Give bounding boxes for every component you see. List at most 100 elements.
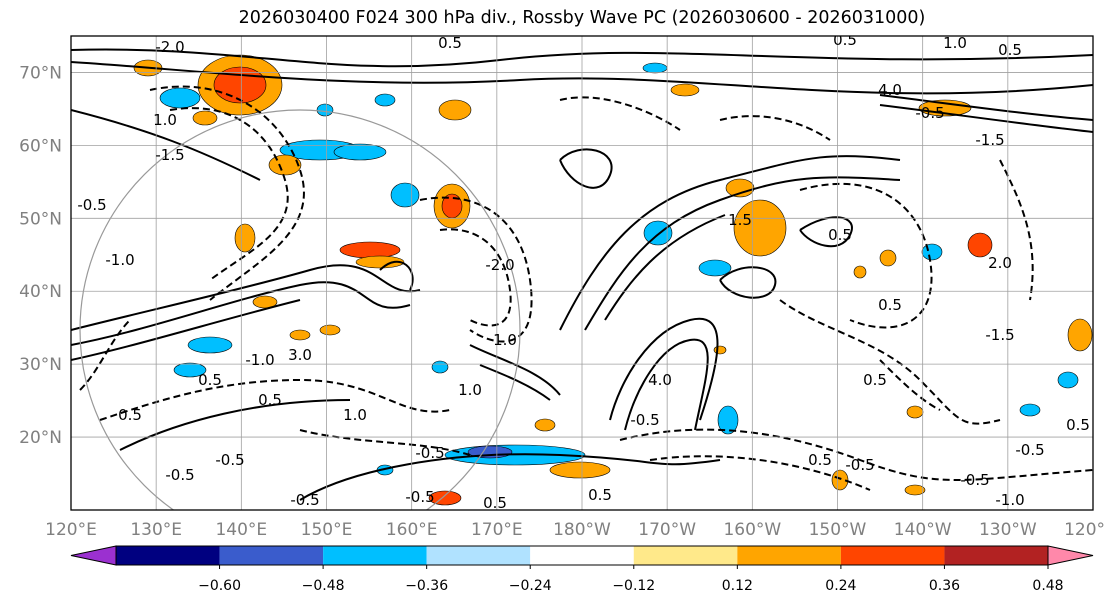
contour-label: 1.0 — [493, 331, 517, 349]
contour-label: -0.5 — [415, 444, 444, 462]
contour-label: 0.5 — [438, 34, 462, 52]
lat-lon-gridlines — [71, 36, 1093, 510]
latitude-label: 70°N — [19, 63, 62, 83]
colorbar-tick-label: −0.12 — [612, 578, 655, 594]
divergence-area — [879, 249, 897, 267]
colorbar-bin — [219, 546, 324, 565]
divergence-shading — [133, 54, 1093, 506]
divergence-area — [643, 220, 673, 246]
contour-label: -0.5 — [290, 491, 319, 509]
divergence-area — [713, 345, 727, 355]
positive-contour — [119, 399, 351, 451]
contour-label: 4.0 — [878, 81, 902, 99]
contour-label: 1.0 — [153, 111, 177, 129]
contour-label: -0.5 — [960, 471, 989, 489]
contour-label: -0.5 — [165, 466, 194, 484]
divergence-area — [339, 241, 401, 259]
positive-contour — [71, 264, 421, 331]
negative-contour — [649, 455, 871, 491]
divergence-area — [289, 329, 311, 341]
latitude-label: 20°N — [19, 428, 62, 448]
longitude-labels: 120°E 130°E 140°E 150°E 160°E 170°E 180°W 170°W… — [45, 520, 1105, 540]
divergence-area — [906, 405, 924, 419]
divergence-area — [333, 143, 387, 161]
positive-contour — [879, 94, 1093, 121]
positive-contour — [624, 338, 709, 431]
contour-label: 0.5 — [118, 406, 142, 424]
colorbar-bin — [633, 546, 738, 565]
colorbar-tick-label: −0.48 — [302, 578, 345, 594]
colorbar-tick-label: 0.12 — [722, 578, 753, 594]
longitude-label: 170°E — [471, 520, 523, 540]
positive-contour — [559, 155, 901, 331]
longitude-label: 150°W — [809, 520, 867, 540]
contour-label: 0.5 — [828, 226, 852, 244]
divergence-area — [717, 405, 739, 435]
contour-label: -1.5 — [155, 146, 184, 164]
divergence-area — [670, 83, 700, 97]
contour-label: -0.5 — [1015, 441, 1044, 459]
latitude-label: 50°N — [19, 209, 62, 229]
positive-contour — [559, 148, 613, 189]
negative-contour — [79, 319, 131, 391]
contour-label: 0.5 — [808, 451, 832, 469]
positive-contour — [609, 317, 719, 421]
latitude-labels: 70°N 60°N 50°N 40°N 30°N 20°N — [19, 63, 62, 448]
contour-label: 0.5 — [878, 296, 902, 314]
contour-label: 0.5 — [588, 486, 612, 504]
map-frame — [70, 35, 1094, 511]
divergence-area — [549, 461, 611, 479]
contour-label: -0.5 — [405, 488, 434, 506]
divergence-area — [187, 336, 233, 354]
negative-contour — [149, 85, 305, 301]
contour-label: 1.0 — [343, 406, 367, 424]
divergence-area — [1057, 371, 1079, 389]
positive-contour — [879, 104, 1093, 133]
positive-contour — [719, 266, 777, 299]
divergence-area — [725, 178, 755, 198]
contour-label: -0.5 — [77, 196, 106, 214]
longitude-label: 130°W — [979, 520, 1037, 540]
contour-label: 1.0 — [943, 34, 967, 52]
divergence-area — [534, 418, 556, 432]
longitude-label: 180°W — [553, 520, 611, 540]
contour-label: 1.0 — [458, 381, 482, 399]
divergence-area — [374, 93, 396, 107]
latitude-label: 30°N — [19, 355, 62, 375]
contour-label: 0.5 — [998, 41, 1022, 59]
divergence-area — [316, 103, 334, 117]
positive-contour — [604, 214, 726, 321]
contour-labels: -2.0 0.5 0.5 1.0 0.5 4.0 -0.5 1.0 -1.5 -0.5 -1.0 -1… — [77, 34, 1090, 510]
divergence-area — [921, 243, 943, 261]
contour-label: -0.5 — [915, 104, 944, 122]
divergence-area — [733, 199, 787, 257]
divergence-area — [698, 259, 732, 277]
divergence-area — [252, 295, 278, 309]
contour-label: 0.5 — [1066, 416, 1090, 434]
reference-circle — [79, 109, 521, 510]
colorbar-tick-label: −0.36 — [405, 578, 448, 594]
divergence-area — [355, 255, 405, 269]
contour-label: -1.0 — [995, 491, 1024, 509]
longitude-label: 140°W — [894, 520, 952, 540]
positive-contour — [71, 48, 1093, 68]
divergence-area — [234, 223, 256, 253]
contour-label: 2.0 — [988, 254, 1012, 272]
latitude-label: 60°N — [19, 136, 62, 156]
positive-contour — [71, 281, 411, 346]
negative-contour — [169, 107, 289, 281]
positive-contour — [71, 109, 261, 181]
colorbar-bin — [944, 546, 1048, 565]
contour-label: -2.0 — [485, 256, 514, 274]
negative-contour — [299, 429, 471, 456]
contour-label: -1.5 — [985, 326, 1014, 344]
colorbar-bin — [426, 546, 531, 565]
divergence-area — [319, 324, 341, 336]
divergence-area — [642, 62, 668, 74]
divergence-area — [831, 469, 849, 491]
negative-contour — [559, 96, 681, 131]
colorbar-tick-label: 0.24 — [825, 578, 856, 594]
divergence-area — [438, 99, 472, 121]
divergence-area — [390, 182, 420, 208]
